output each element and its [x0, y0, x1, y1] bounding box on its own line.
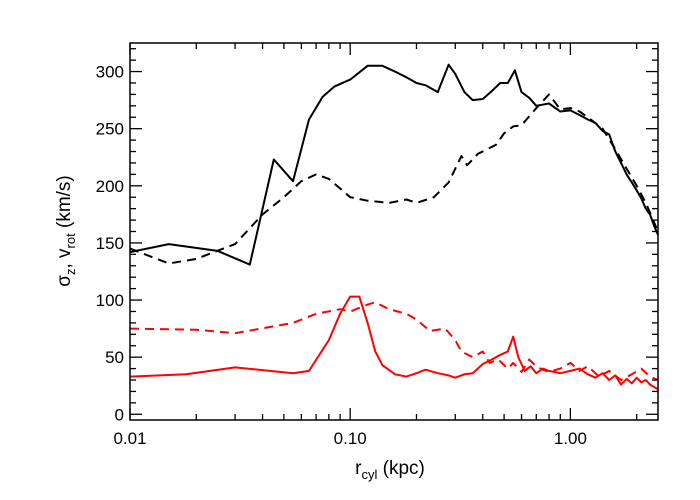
series-line-4 — [129, 301, 659, 381]
series-line-3 — [129, 295, 659, 391]
y-axis-title-sigma: σ — [54, 275, 75, 287]
y-axis-title-v: , v — [54, 248, 75, 269]
y-axis-title: σz, vrot (km/s) — [54, 175, 78, 287]
y-axis-title-unit: (km/s) — [54, 175, 75, 233]
y-tick-label: 0 — [115, 405, 124, 424]
plot-frame — [129, 42, 659, 421]
y-tick-label: 250 — [96, 120, 124, 139]
series-layer — [129, 63, 659, 391]
y-axis-title-sub-rot: rot — [63, 233, 78, 249]
series-line-2 — [129, 93, 659, 265]
x-tick-label: 1.00 — [554, 429, 587, 448]
y-tick-label: 50 — [105, 348, 124, 367]
y-tick-label: 150 — [96, 234, 124, 253]
x-tick-label: 0.01 — [113, 429, 146, 448]
y-tick-label: 100 — [96, 291, 124, 310]
x-axis-title-main: r — [355, 458, 362, 479]
x-tick-label: 0.10 — [334, 429, 367, 448]
x-axis-title-subscript: cyl — [361, 467, 377, 482]
y-tick-label: 300 — [96, 63, 124, 82]
y-axis-title-sub-z: z — [63, 269, 78, 276]
tick-layer: 0.01 0.10 1.00 0 50 100 150 200 250 300 — [96, 43, 658, 448]
x-axis-title: rcyl (kpc) — [355, 458, 425, 482]
y-tick-label: 200 — [96, 177, 124, 196]
x-axis-title-unit: (kpc) — [377, 458, 425, 479]
series-line-1 — [129, 63, 659, 266]
